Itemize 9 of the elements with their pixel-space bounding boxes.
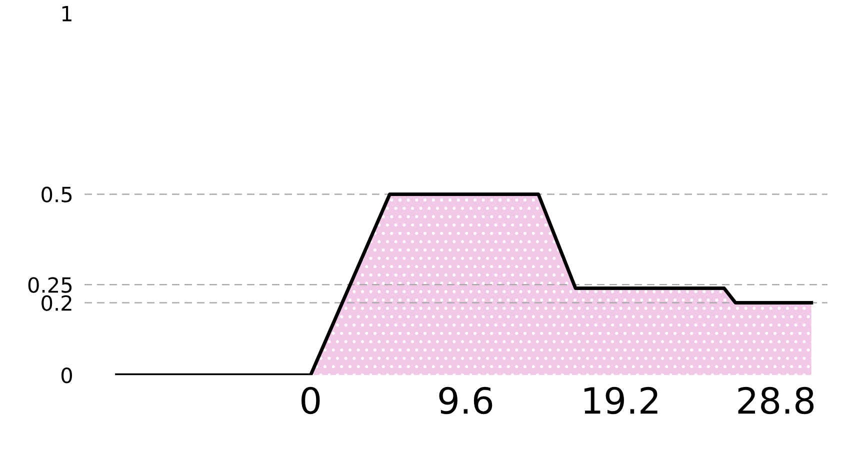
x-tick-label: 19.2 [584,386,658,414]
y-tick-label: 0.5 [42,186,72,202]
y-tick-label: 0.2 [42,295,72,311]
x-tick-label: 0 [302,386,320,414]
y-tick-label: 0.25 [28,277,72,293]
x-tick-label: 28.8 [738,386,814,414]
y-tick-label: 1 [62,6,72,22]
y-tick-label: 0 [61,368,72,384]
x-tick-label: 9.6 [439,386,492,414]
